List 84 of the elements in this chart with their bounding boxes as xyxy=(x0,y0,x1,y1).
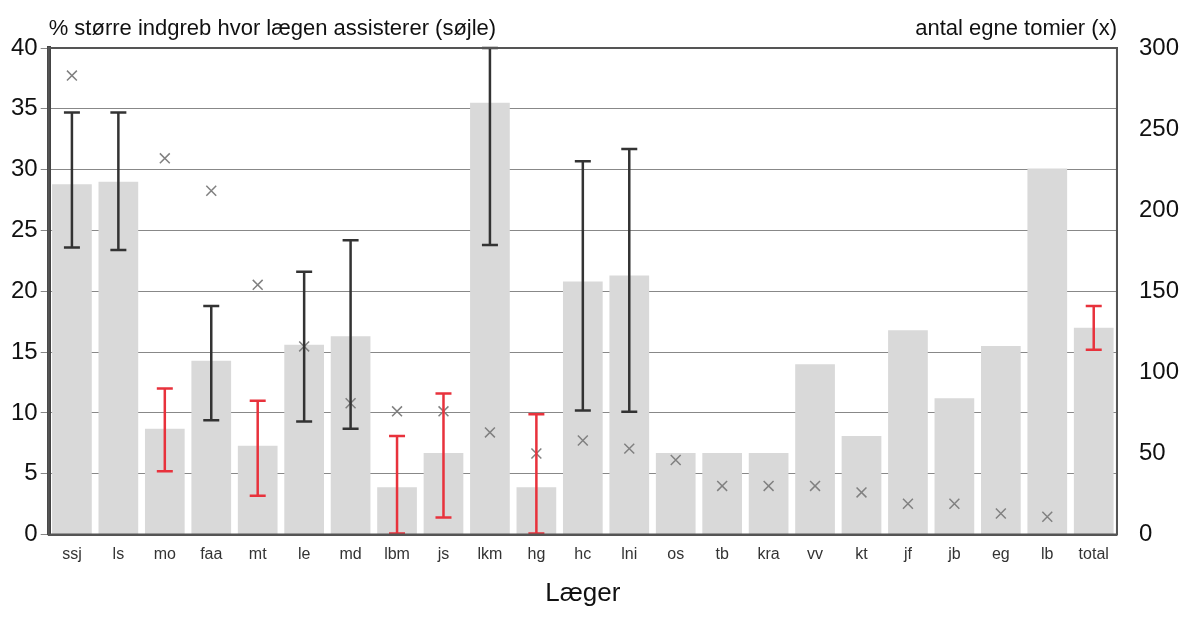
bar xyxy=(841,436,882,535)
bar xyxy=(377,487,417,535)
bar xyxy=(191,360,232,535)
y2-tick-label: 300 xyxy=(1138,32,1179,60)
point xyxy=(252,279,264,291)
point xyxy=(670,454,682,466)
x-tick-label: mo xyxy=(153,544,177,562)
y-tick-label: 40 xyxy=(10,32,38,60)
x-tick-label: tb xyxy=(715,544,729,562)
y-axis-title: % større indgreb hvor lægen assisterer (søjle) xyxy=(48,15,497,41)
x-axis-title: Læger xyxy=(545,576,621,607)
bar xyxy=(888,330,928,535)
bar xyxy=(655,453,696,535)
bar xyxy=(237,445,278,535)
point xyxy=(484,426,496,439)
x-tick-label: kt xyxy=(855,544,869,562)
x-tick-label: mt xyxy=(248,544,268,562)
bar xyxy=(609,275,650,535)
y-tick-label: 10 xyxy=(10,397,38,425)
y-tick-label: 35 xyxy=(10,93,38,121)
point xyxy=(623,442,635,455)
y-tick-label: 5 xyxy=(24,458,38,486)
x-tick-label: lb xyxy=(1041,544,1054,562)
bar xyxy=(1027,168,1068,535)
y2-tick-label: 50 xyxy=(1138,438,1166,466)
point xyxy=(530,447,543,460)
bar xyxy=(330,336,371,535)
bar xyxy=(702,453,743,535)
bar xyxy=(284,344,325,535)
y-tick-label: 25 xyxy=(10,215,38,243)
x-tick-label: hc xyxy=(574,544,592,562)
bar xyxy=(1073,327,1114,535)
y2-tick-label: 0 xyxy=(1138,519,1153,547)
point xyxy=(1041,511,1053,523)
x-tick-label: jb xyxy=(947,544,961,562)
point xyxy=(762,480,775,492)
y2-tick-label: 100 xyxy=(1138,357,1179,385)
x-tick-label: vv xyxy=(807,544,824,562)
y2-tick-label: 150 xyxy=(1138,275,1179,303)
x-tick-label: faa xyxy=(200,544,223,562)
point xyxy=(902,498,914,510)
point xyxy=(391,405,403,418)
point xyxy=(948,498,961,510)
x-tick-label: jf xyxy=(902,544,913,562)
x-tick-label: total xyxy=(1078,544,1109,562)
point xyxy=(716,480,728,492)
point xyxy=(298,340,310,353)
bar xyxy=(98,181,139,535)
x-tick-label: hg xyxy=(527,544,546,562)
bar xyxy=(795,364,835,535)
bar xyxy=(934,398,975,535)
point xyxy=(437,405,450,418)
y-tick-label: 15 xyxy=(10,336,38,364)
y-tick-label: 20 xyxy=(10,275,38,303)
point xyxy=(995,507,1007,520)
x-tick-label: lkm xyxy=(477,544,503,562)
x-tick-label: lni xyxy=(621,544,638,562)
point xyxy=(855,486,868,499)
x-tick-label: ssj xyxy=(62,544,82,562)
x-tick-label: ls xyxy=(112,544,125,562)
x-tick-label: le xyxy=(297,544,311,562)
bar xyxy=(423,453,464,535)
point xyxy=(809,480,821,492)
x-tick-label: lbm xyxy=(384,544,410,562)
point xyxy=(159,152,171,164)
y2-tick-label: 250 xyxy=(1138,113,1179,141)
bar xyxy=(144,428,185,535)
bar xyxy=(470,102,510,535)
y2-tick-label: 200 xyxy=(1138,194,1179,222)
x-tick-label: js xyxy=(436,544,450,562)
y-tick-label: 0 xyxy=(24,519,38,547)
y2-axis-title: antal egne tomier (x) xyxy=(915,15,1117,41)
x-tick-label: md xyxy=(339,544,362,562)
bar xyxy=(562,281,603,535)
bar xyxy=(748,453,789,535)
bar xyxy=(980,346,1021,535)
x-tick-label: os xyxy=(667,544,685,562)
point xyxy=(344,397,357,409)
point xyxy=(66,69,78,82)
y-tick-label: 30 xyxy=(10,154,38,182)
x-tick-label: kra xyxy=(757,544,780,562)
point xyxy=(205,185,217,197)
point xyxy=(577,434,589,447)
x-tick-label: eg xyxy=(991,544,1010,562)
